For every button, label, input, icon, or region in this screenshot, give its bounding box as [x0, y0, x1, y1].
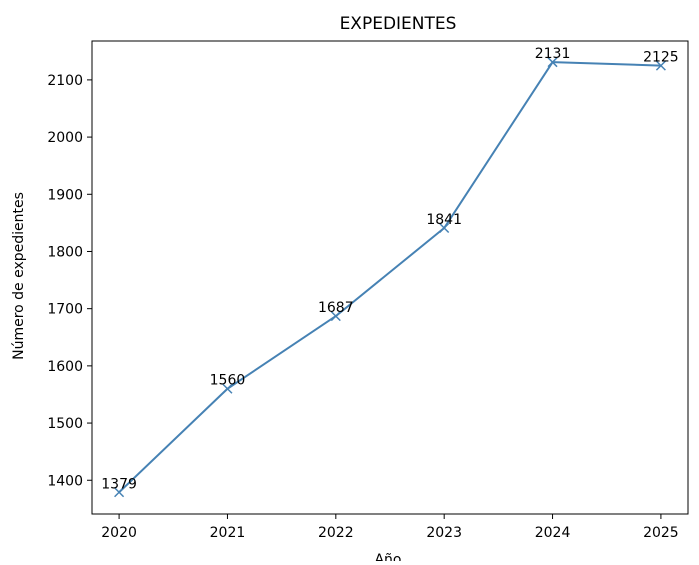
data-label: 1379	[101, 476, 137, 492]
y-tick-label: 1600	[47, 359, 83, 375]
x-tick-label: 2023	[426, 525, 462, 541]
x-tick-label: 2024	[535, 525, 571, 541]
data-label: 2131	[535, 46, 571, 62]
x-tick-label: 2021	[210, 525, 246, 541]
axes-frame	[91, 40, 689, 515]
marker-stroke	[222, 383, 233, 394]
data-label: 1560	[210, 373, 246, 389]
data-labels-layer: 1379 1560 1687 1841 2131 2125	[101, 46, 678, 492]
y-tick-label: 1900	[47, 187, 83, 203]
y-tick-label: 2100	[47, 73, 83, 89]
y-axis-ticks: 1400 1500 1600 1700 1800 1900 2000 2100	[47, 73, 92, 489]
y-tick-label: 1500	[47, 416, 83, 432]
marker-stroke	[655, 60, 666, 71]
marker-stroke	[330, 311, 341, 322]
data-point-marker	[330, 311, 341, 322]
y-tick-label: 1800	[47, 244, 83, 260]
data-point-marker	[114, 487, 125, 498]
x-tick-label: 2022	[318, 525, 354, 541]
data-label: 1841	[426, 212, 462, 228]
data-point-marker	[547, 57, 558, 68]
data-point-marker	[655, 60, 666, 71]
y-tick-label: 1700	[47, 302, 83, 318]
data-label: 2125	[643, 50, 679, 66]
y-axis-label: Número de expedientes	[11, 192, 27, 360]
marker-stroke	[547, 57, 558, 68]
series-line	[118, 61, 661, 493]
marker-stroke	[439, 222, 450, 234]
y-tick-label: 1400	[47, 473, 83, 489]
x-axis-ticks: 2020 2021 2022 2023 2024 2025	[101, 514, 679, 541]
x-axis-label: Año	[374, 552, 401, 561]
series-layer	[118, 61, 661, 493]
data-point-marker	[222, 383, 233, 394]
markers-layer	[114, 57, 666, 498]
marker-stroke	[114, 487, 125, 498]
plot-area-border	[91, 40, 689, 515]
x-tick-label: 2025	[643, 525, 679, 541]
data-point-marker	[439, 222, 450, 234]
x-tick-label: 2020	[101, 525, 137, 541]
y-tick-label: 2000	[47, 130, 83, 146]
chart-title: EXPEDIENTES	[340, 14, 457, 34]
data-label: 1687	[318, 300, 354, 316]
